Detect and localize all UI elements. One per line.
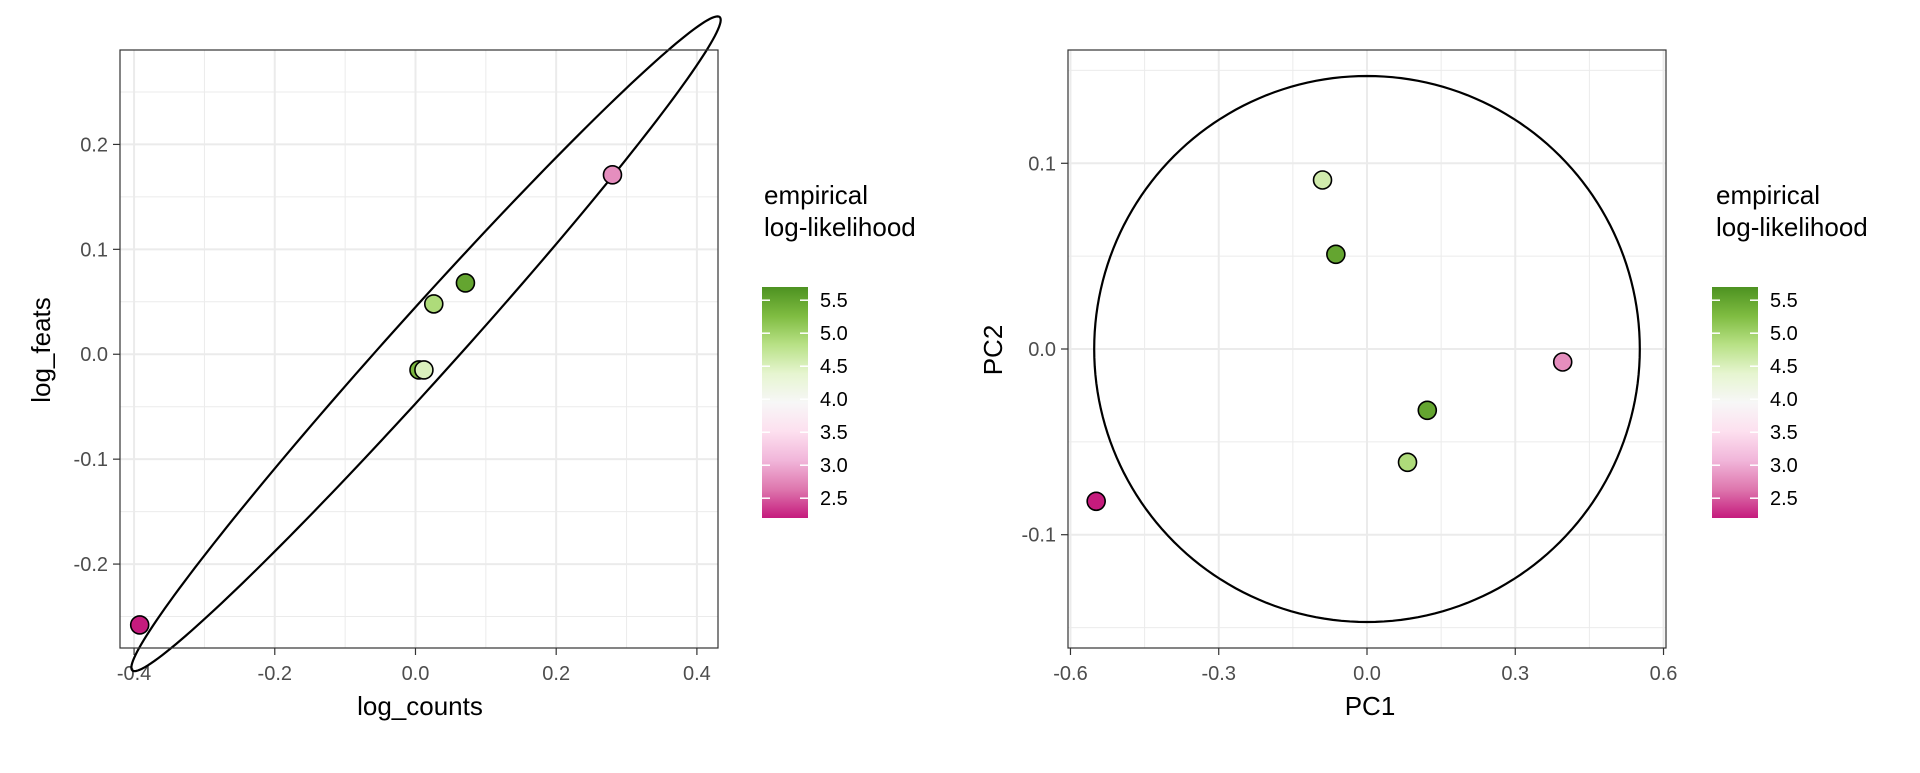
y-tick-label: 0.1: [80, 239, 108, 261]
legend-tick-label: 4.0: [1770, 389, 1798, 411]
legend: empirical log-likelihood 2.5 3.0 3.5 4.0 4.5…: [762, 180, 916, 518]
y-tick-label: 0.0: [80, 344, 108, 366]
data-point-6: [414, 360, 434, 380]
panel-border: [1067, 49, 1667, 649]
legend-tick-label: 3.0: [1770, 455, 1798, 477]
panel-pc1-vs-pc2: -0.6 -0.3 0.0 0.3 0.6 -0.1 0.0 0.1 PC1 PC2 empi…: [978, 49, 1868, 721]
legend-tick-label: 4.0: [820, 389, 848, 411]
y-tick-label: 0.1: [1028, 153, 1056, 175]
legend-tick-label: 2.5: [1770, 488, 1798, 510]
confidence-ellipse: [130, 15, 722, 673]
data-point-4: [1326, 244, 1346, 265]
legend-tick-label: 5.0: [820, 323, 848, 345]
x-tick-label: 0.3: [1501, 663, 1529, 685]
x-axis-title: log_counts: [357, 691, 483, 721]
x-tick-label: -0.6: [1053, 663, 1087, 685]
x-axis-title: PC1: [1345, 691, 1396, 721]
y-tick-label: -0.2: [74, 554, 108, 576]
legend-tick-label: 3.0: [820, 455, 848, 477]
x-tick-label: 0.2: [542, 663, 570, 685]
legend-title-line-1: empirical: [764, 180, 868, 210]
legend-title-line-2: log-likelihood: [764, 212, 916, 242]
legend-colorbar: [1712, 287, 1758, 518]
data-point-1: [129, 615, 150, 635]
panel-log-counts-vs-log-feats: -0.4 -0.2 0.0 0.2 0.4-0.2-0.10.00.10.2 log_c…: [26, 15, 916, 721]
legend-colorbar: [762, 287, 808, 518]
data-point-5: [1417, 400, 1438, 421]
legend-tick-label: 3.5: [1770, 422, 1798, 444]
x-tick-label: 0.0: [402, 663, 430, 685]
x-tick-label: -0.3: [1202, 663, 1236, 685]
plot-area: -0.6 -0.3 0.0 0.3 0.6 -0.1 0.0 0.1: [1022, 49, 1678, 685]
data-point-2: [602, 165, 623, 185]
plot-area: -0.4 -0.2 0.0 0.2 0.4-0.2-0.10.00.10.2: [74, 15, 722, 685]
legend-tick-label: 5.0: [1770, 323, 1798, 345]
x-tick-label: 0.4: [683, 663, 711, 685]
legend-title-line-2: log-likelihood: [1716, 212, 1868, 242]
y-tick-label: -0.1: [74, 449, 108, 471]
x-tick-label: 0.6: [1650, 663, 1678, 685]
confidence-ellipse: [1093, 74, 1641, 624]
y-tick-label: 0.0: [1028, 339, 1056, 361]
legend: empirical log-likelihood 2.5 3.0 3.5 4.0 4.5…: [1712, 180, 1868, 518]
data-point-6: [1397, 452, 1418, 473]
x-tick-label: -0.2: [258, 663, 292, 685]
legend-tick-label: 5.5: [820, 290, 848, 312]
legend-tick-label: 4.5: [1770, 356, 1798, 378]
legend-tick-label: 4.5: [820, 356, 848, 378]
y-axis-title: log_feats: [26, 297, 56, 403]
legend-tick-label: 3.5: [820, 422, 848, 444]
legend-title-line-1: empirical: [1716, 180, 1820, 210]
legend-tick-label: 2.5: [820, 488, 848, 510]
panel-border: [119, 49, 719, 649]
legend-tick-label: 5.5: [1770, 290, 1798, 312]
data-point-4: [455, 273, 476, 293]
x-tick-label: 0.0: [1353, 663, 1381, 685]
y-axis-title: PC2: [978, 325, 1008, 376]
data-point-2: [1552, 352, 1573, 372]
y-tick-label: -0.1: [1022, 525, 1056, 547]
data-point-1: [1086, 491, 1106, 512]
data-point-3: [1312, 170, 1333, 190]
plot-background: [120, 50, 718, 648]
y-tick-label: 0.2: [80, 134, 108, 156]
data-point-3: [423, 294, 444, 314]
